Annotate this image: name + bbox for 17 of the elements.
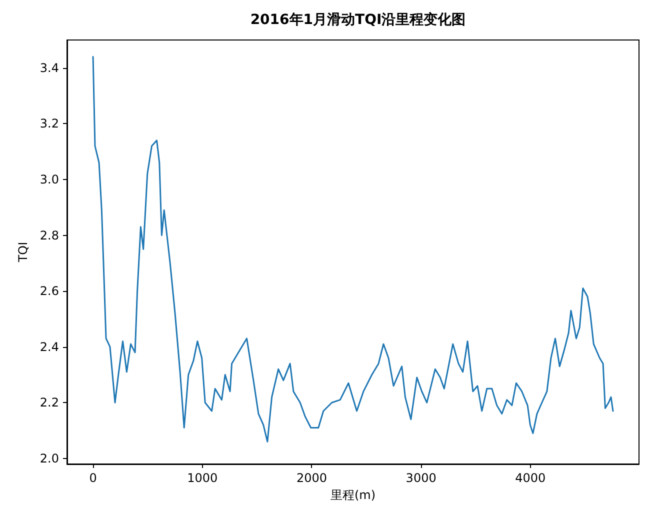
y-axis-title: TQI (16, 242, 30, 264)
x-tick-label: 4000 (515, 471, 546, 485)
y-tick-label: 2.6 (40, 284, 59, 298)
x-tick-label: 3000 (406, 471, 436, 485)
y-tick-label: 3.2 (40, 116, 59, 131)
x-axis-title: 里程(m) (330, 488, 376, 502)
chart-title: 2016年1月滑动TQI沿里程变化图 (250, 11, 466, 28)
y-tick-label: 2.8 (40, 228, 59, 242)
y-tick-label: 2.2 (40, 396, 59, 410)
y-tick-label: 2.4 (40, 340, 59, 354)
y-tick-label: 3.4 (40, 60, 59, 75)
y-tick-label: 2.0 (40, 451, 59, 466)
y-tick-label: 3.0 (40, 172, 59, 186)
x-tick-label: 1000 (187, 471, 218, 485)
x-tick-label: 0 (89, 471, 97, 485)
line-series (92, 56, 614, 442)
x-tick-label: 2000 (296, 471, 327, 485)
